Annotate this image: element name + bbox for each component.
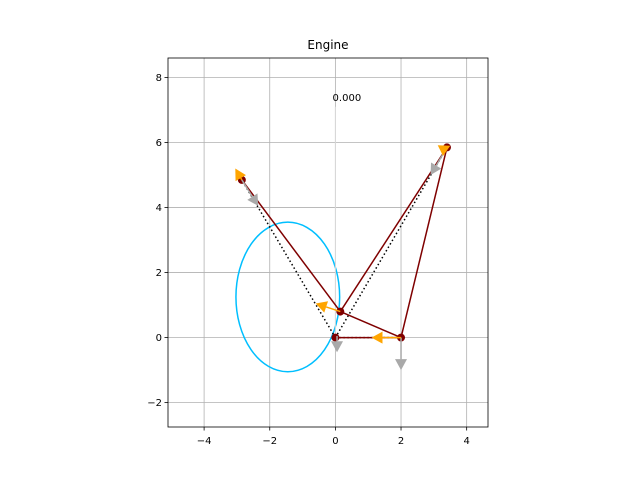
- gravity-arrow-head: [247, 193, 259, 206]
- gravity-arrow: [395, 337, 408, 371]
- force-arrow-head: [371, 331, 383, 344]
- gravity-arrow-shaft: [241, 179, 254, 198]
- dotted-lines-layer: [241, 147, 448, 339]
- cam-ellipse: [235, 221, 341, 373]
- force-arrow-head: [437, 145, 451, 157]
- links-layer: [241, 146, 448, 339]
- force-arrow: [235, 168, 246, 182]
- y-tick-label: 6: [156, 138, 162, 149]
- force-arrow-head: [235, 168, 246, 182]
- y-tick-label: 8: [156, 73, 162, 84]
- x-tick-label: 2: [398, 436, 404, 447]
- gravity-arrow-head: [430, 162, 442, 176]
- force-arrow: [371, 331, 402, 344]
- force-arrow-shaft: [325, 306, 341, 313]
- x-tick-label: 4: [463, 436, 469, 447]
- force-arrow-head: [315, 301, 329, 313]
- annotation-text: 0.000: [333, 93, 362, 104]
- link-line: [241, 179, 341, 313]
- force-arrow: [437, 145, 451, 157]
- gravity-arrow-head: [331, 341, 344, 353]
- link-line: [339, 146, 448, 312]
- force-arrow-shaft: [240, 177, 243, 181]
- gravity-arrow-head: [395, 359, 408, 371]
- y-tick-label: −2: [147, 398, 162, 409]
- y-tick-label: 2: [156, 268, 162, 279]
- axes-frame: [167, 57, 489, 428]
- link-line: [400, 147, 448, 338]
- y-tick-label: 4: [156, 203, 162, 214]
- x-tick-label: 0: [332, 436, 338, 447]
- joint-point: [331, 333, 340, 342]
- gravity-arrow: [331, 335, 344, 353]
- y-tick-label: 0: [156, 333, 162, 344]
- arrows-layer: [235, 145, 451, 371]
- x-tick-label: −4: [197, 436, 212, 447]
- force-arrow: [315, 301, 341, 313]
- grid-lines: [168, 58, 488, 427]
- ticks-layer: −4 −2 0 2 4 −2 0 2 4 6 8: [147, 73, 470, 447]
- gravity-arrow: [241, 179, 259, 206]
- dotted-line: [334, 147, 448, 338]
- x-tick-label: −2: [262, 436, 277, 447]
- ellipse-layer: [235, 221, 341, 373]
- dotted-line: [241, 179, 337, 338]
- link-line: [340, 310, 402, 339]
- chart-title: Engine: [307, 38, 348, 52]
